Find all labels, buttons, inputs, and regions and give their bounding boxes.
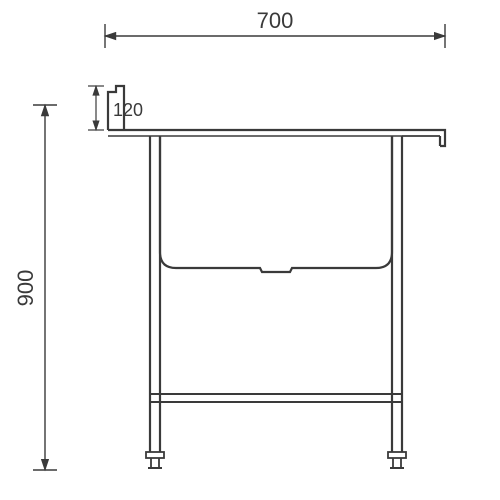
dimension-height: 900 — [13, 105, 57, 470]
dimension-height-label: 900 — [13, 270, 38, 307]
leg-left — [146, 136, 164, 468]
lower-shelf — [150, 394, 402, 402]
dimension-backsplash-label: 120 — [113, 100, 143, 120]
table-outline — [108, 86, 445, 468]
dimension-width-label: 700 — [257, 8, 294, 33]
worktop — [108, 130, 445, 146]
technical-drawing: 700 900 120 — [0, 0, 500, 500]
leg-right — [388, 136, 406, 468]
basin — [160, 136, 392, 272]
dimension-width: 700 — [105, 8, 445, 48]
